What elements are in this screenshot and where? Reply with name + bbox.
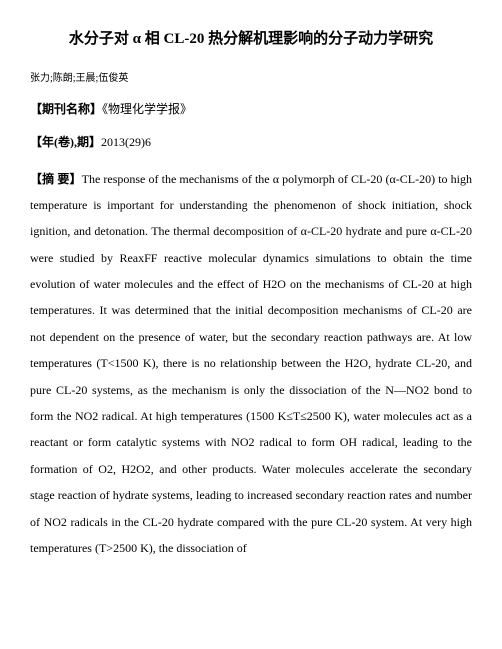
abstract-text: The response of the mechanisms of the α … <box>30 172 472 555</box>
year-label: 【年(卷),期】 <box>30 135 101 149</box>
abstract-block: 【摘 要】The response of the mechanisms of t… <box>30 166 472 562</box>
year-value: 2013(29)6 <box>101 135 151 149</box>
authors-line: 张力;陈朗;王晨;伍俊英 <box>30 69 472 84</box>
document-title: 水分子对 α 相 CL-20 热分解机理影响的分子动力学研究 <box>30 28 472 51</box>
journal-meta: 【期刊名称】《物理化学学报》 <box>30 100 472 117</box>
abstract-label: 【摘 要】 <box>30 172 82 186</box>
year-meta: 【年(卷),期】2013(29)6 <box>30 133 472 150</box>
journal-label: 【期刊名称】 <box>30 102 102 116</box>
journal-value: 《物理化学学报》 <box>102 102 192 116</box>
